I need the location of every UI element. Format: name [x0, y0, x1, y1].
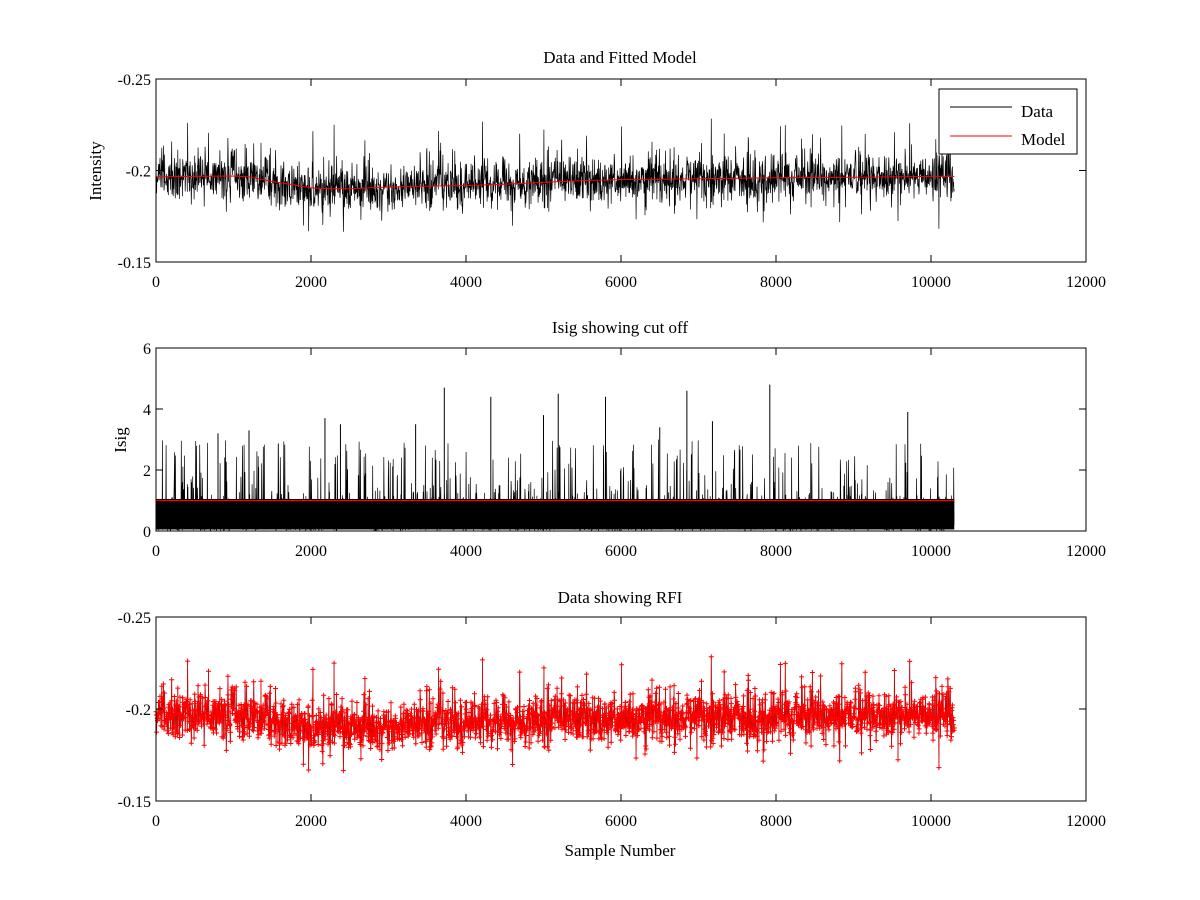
- y-tick-label: 2: [143, 463, 151, 480]
- y-tick-label: -0.25: [118, 72, 151, 89]
- subplot-isig-showing-cut-off: Isig showing cut off 0 2000 4000 6000 8000 10…: [111, 318, 1106, 560]
- x-tick-label: 0: [152, 274, 160, 291]
- x-tick-label: 4000: [450, 543, 482, 560]
- subplot-1-y-axis-label: Intensity: [86, 141, 105, 201]
- x-tick-label: 4000: [450, 813, 482, 830]
- subplot-2-title: Isig showing cut off: [552, 318, 688, 337]
- legend-entry-data: Data: [1021, 102, 1054, 121]
- x-tick-label: 6000: [605, 813, 637, 830]
- x-tick-label: 12000: [1066, 543, 1106, 560]
- x-tick-label: 6000: [605, 274, 637, 291]
- subplot-1-x-ticks: 0 2000 4000 6000 8000 10000 12000: [152, 79, 1106, 291]
- x-tick-label: 2000: [295, 274, 327, 291]
- y-tick-label: 6: [143, 341, 151, 358]
- y-tick-label: -0.2: [126, 702, 151, 719]
- y-tick-label: 4: [143, 402, 151, 419]
- x-tick-label: 10000: [911, 543, 951, 560]
- x-tick-label: 8000: [760, 274, 792, 291]
- x-tick-label: 4000: [450, 274, 482, 291]
- legend: Data Model: [938, 88, 1078, 155]
- x-tick-label: 10000: [911, 274, 951, 291]
- subplot-data-showing-rfi: Data showing RFI 0 2000 4000 6000 8000 10000 1…: [118, 588, 1106, 860]
- subplot-3-y-ticks: -0.25 -0.2 -0.15: [118, 610, 1086, 811]
- x-axis-label-sample-number: Sample Number: [565, 841, 676, 860]
- legend-box: [938, 88, 1078, 155]
- subplot-data-and-fitted-model: Data and Fitted Model 0 2000 4000 6000 8000 1…: [86, 48, 1106, 291]
- x-tick-label: 0: [152, 813, 160, 830]
- subplot-2-y-ticks: 0 2 4 6: [143, 341, 1086, 541]
- x-tick-label: 2000: [295, 543, 327, 560]
- subplot-3-plot-area: [153, 654, 957, 774]
- subplot-1-plot-area: [155, 118, 955, 232]
- subplot-3-title: Data showing RFI: [558, 588, 683, 607]
- x-tick-label: 6000: [605, 543, 637, 560]
- subplot-2-x-ticks: 0 2000 4000 6000 8000 10000 12000: [152, 348, 1106, 560]
- series-model-line: [155, 175, 955, 190]
- y-tick-label: -0.15: [118, 794, 151, 811]
- x-tick-label: 12000: [1066, 274, 1106, 291]
- legend-entry-model: Model: [1021, 130, 1066, 149]
- y-tick-label: -0.25: [118, 610, 151, 627]
- y-tick-label: -0.2: [126, 164, 151, 181]
- x-tick-label: 2000: [295, 813, 327, 830]
- subplot-1-y-ticks: -0.25 -0.2 -0.15: [118, 72, 1086, 272]
- subplot-1-title: Data and Fitted Model: [543, 48, 697, 67]
- subplot-2-y-axis-label: Isig: [111, 427, 130, 453]
- isig-dense-band: [156, 498, 955, 530]
- series-data-line: [155, 118, 955, 232]
- x-tick-label: 10000: [911, 813, 951, 830]
- x-tick-label: 8000: [760, 543, 792, 560]
- x-tick-label: 8000: [760, 813, 792, 830]
- x-tick-label: 12000: [1066, 813, 1106, 830]
- subplot-3-x-ticks: 0 2000 4000 6000 8000 10000 12000: [152, 617, 1106, 830]
- subplot-2-plot-area: [155, 384, 955, 533]
- x-tick-label: 0: [152, 543, 160, 560]
- y-tick-label: 0: [143, 524, 151, 541]
- y-tick-label: -0.15: [118, 255, 151, 272]
